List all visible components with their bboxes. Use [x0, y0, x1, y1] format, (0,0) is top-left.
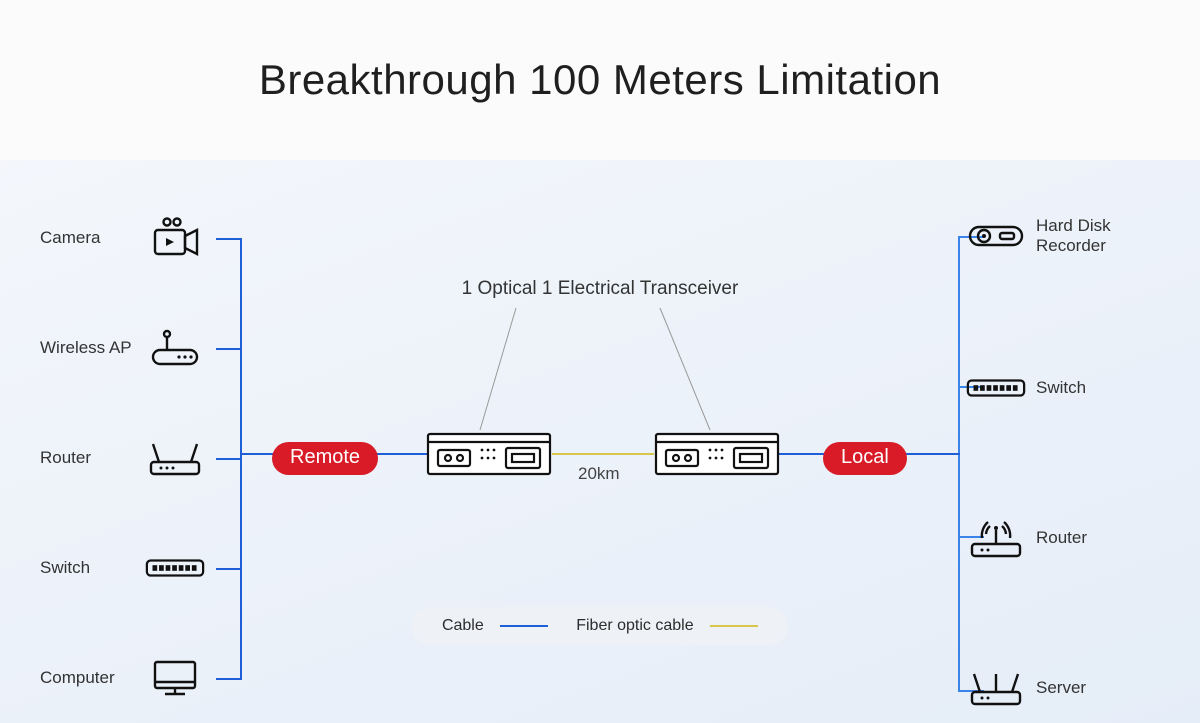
device-camera: Camera: [40, 216, 240, 260]
device-label: Router: [40, 448, 135, 468]
distance-label: 20km: [578, 464, 620, 484]
legend: Cable Fiber optic cable: [412, 607, 788, 645]
device-hdr: Hard Disk Recorder: [966, 214, 1166, 258]
device-label: Wireless AP: [40, 338, 135, 358]
server-icon: [966, 666, 1026, 710]
header-banner: Breakthrough 100 Meters Limitation: [0, 0, 1200, 160]
transceiver-label: 1 Optical 1 Electrical Transceiver: [0, 278, 1200, 300]
page-title: Breakthrough 100 Meters Limitation: [259, 56, 941, 104]
diagram-canvas: Camera Wireless AP Router Switch Compute…: [0, 160, 1200, 723]
legend-cable-swatch: [500, 625, 548, 627]
transceiver-left: [426, 432, 552, 476]
hard-disk-recorder-icon: [966, 214, 1026, 258]
computer-icon: [145, 656, 205, 700]
device-wireless-ap: Wireless AP: [40, 326, 240, 370]
device-label: Switch: [1036, 378, 1086, 398]
device-label: Server: [1036, 678, 1086, 698]
device-router-right: Router: [966, 516, 1166, 560]
device-switch-right: Switch: [966, 366, 1166, 410]
legend-cable-label: Cable: [442, 617, 484, 634]
legend-fiber-swatch: [710, 625, 758, 627]
device-label: Computer: [40, 668, 135, 688]
cable-local-to-right-bus: [900, 453, 960, 455]
wireless-ap-icon: [145, 326, 205, 370]
local-badge: Local: [823, 442, 907, 475]
remote-badge: Remote: [272, 442, 378, 475]
router-wifi-icon: [966, 516, 1026, 560]
device-router: Router: [40, 436, 240, 480]
legend-cable: Cable: [442, 617, 548, 635]
legend-fiber: Fiber optic cable: [576, 617, 758, 635]
switch-icon: [966, 366, 1026, 410]
router-icon: [145, 436, 205, 480]
camera-icon: [145, 216, 205, 260]
device-label: Router: [1036, 528, 1087, 548]
transceiver-right: [654, 432, 780, 476]
device-server: Server: [966, 666, 1166, 710]
device-label: Camera: [40, 228, 135, 248]
fiber-between-transceivers: [552, 453, 654, 455]
device-label: Switch: [40, 558, 135, 578]
device-switch: Switch: [40, 546, 240, 590]
device-label: Hard Disk Recorder: [1036, 216, 1166, 255]
switch-icon: [145, 546, 205, 590]
device-computer: Computer: [40, 656, 240, 700]
legend-fiber-label: Fiber optic cable: [576, 617, 693, 634]
right-bus-vertical: [958, 236, 960, 690]
